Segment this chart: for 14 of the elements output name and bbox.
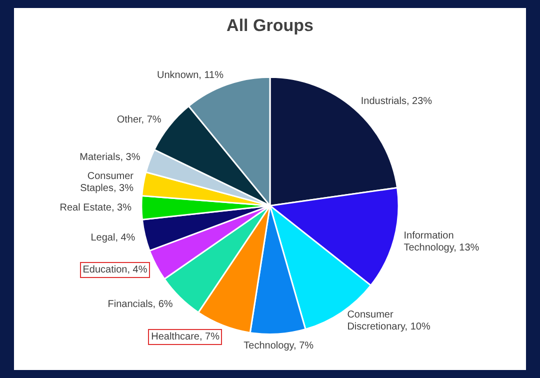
slice-label: Healthcare, 7%: [151, 331, 220, 342]
slice-label: Materials, 3%: [80, 152, 140, 163]
slice-label: Consumer Discretionary, 10%: [347, 310, 430, 332]
slice-label: Other, 7%: [116, 114, 162, 126]
slice-label: Education, 4%: [82, 264, 148, 276]
slice-label: Information Technology, 13%: [404, 230, 480, 254]
slice-label: Legal, 4%: [90, 232, 136, 244]
slice-label: Industrials, 23%: [360, 96, 432, 107]
slice-label: Technology, 7%: [244, 340, 314, 352]
slice-label: Real Estate, 3%: [60, 202, 132, 214]
slice-label: Consumer Staples, 3%: [80, 170, 134, 194]
slice-label: Unknown, 11%: [156, 70, 224, 81]
slice-label: Financials, 6%: [108, 299, 173, 310]
chart-title: All Groups: [226, 16, 314, 35]
